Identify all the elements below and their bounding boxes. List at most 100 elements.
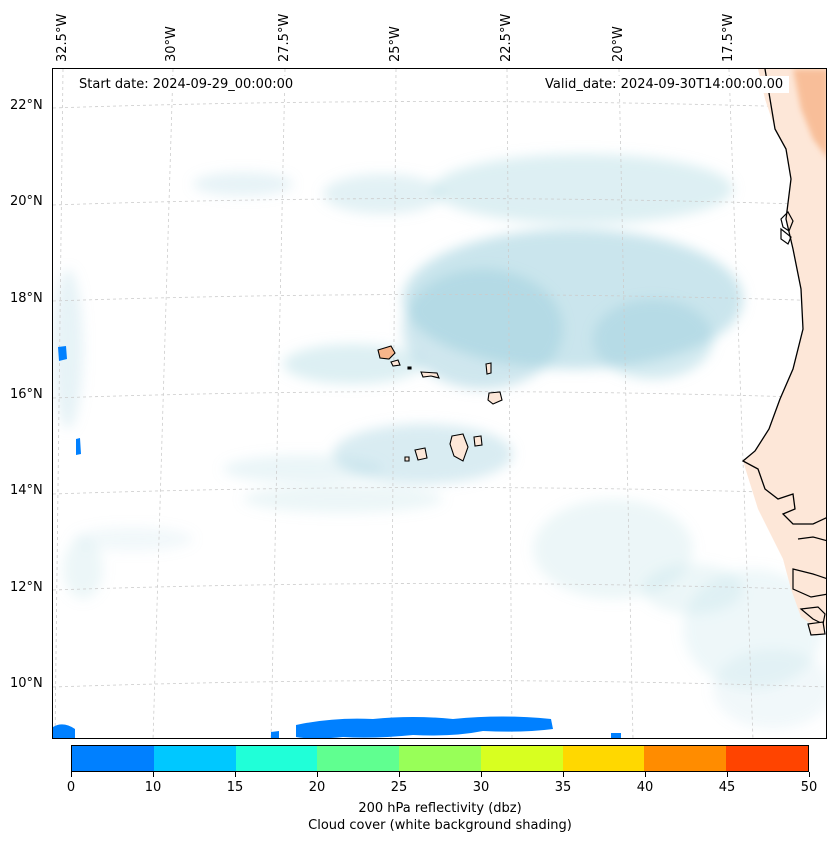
colorbar-tick-label: 45 (718, 780, 736, 795)
reflectivity-patch (58, 346, 67, 361)
reflectivity-patch (76, 438, 81, 455)
cloud-patch (713, 649, 826, 729)
colorbar-tick (152, 772, 154, 777)
colorbar-tick-label: 35 (554, 780, 572, 795)
island-maio (473, 435, 483, 447)
cloud-patch (403, 269, 563, 389)
colorbar-tick-label: 50 (800, 780, 818, 795)
reflectivity-patch (53, 724, 75, 738)
gridline-lat (53, 101, 826, 109)
lon-label-27-5w: 27.5°W (277, 13, 292, 62)
lon-label-32-5w: 32.5°W (55, 13, 70, 62)
gridline-lat (53, 294, 826, 302)
lon-label-22-5w: 22.5°W (499, 13, 514, 62)
colorbar-subtitle: Cloud cover (white background shading) (308, 818, 572, 833)
cape-verde-islands (377, 345, 503, 462)
gridline-lon (506, 69, 513, 738)
colorbar-tick (808, 772, 810, 777)
colorbar-title: 200 hPa reflectivity (dbz) (358, 801, 522, 816)
coastline-islands (799, 606, 826, 625)
lat-label-16n: 16°N (10, 387, 43, 402)
island-sal (485, 362, 492, 375)
land-shading (743, 69, 826, 629)
reflectivity-patch (296, 716, 553, 738)
lat-label-12n: 12°N (10, 580, 43, 595)
gridline-lat (53, 583, 826, 591)
map-panel (52, 68, 827, 739)
colorbar-segment (399, 746, 481, 771)
gridline-lat (53, 391, 826, 399)
africa-land (741, 69, 826, 636)
colorbar-segment (562, 746, 645, 771)
gridline-lon (728, 69, 754, 738)
colorbar-tick-label: 30 (472, 780, 490, 795)
colorbar-tick (644, 772, 646, 777)
colorbar-segment (72, 746, 154, 771)
gridline-lon (152, 69, 174, 738)
colorbar-tick-label: 10 (144, 780, 162, 795)
cloud-patch (243, 485, 443, 513)
colorbar-segment (153, 746, 236, 771)
land-warm-patch (793, 69, 826, 157)
lon-label-25w: 25°W (388, 26, 403, 62)
colorbar-segment (317, 746, 400, 771)
colorbar-tick (234, 772, 236, 777)
cloud-patch (593, 299, 713, 379)
cloud-patch (73, 527, 193, 551)
island-santo-antao (377, 345, 396, 360)
colorbar-tick-label: 25 (390, 780, 408, 795)
colorbar-tick-label: 20 (308, 780, 326, 795)
gridline-lon (54, 69, 64, 738)
colorbar-tick (316, 772, 318, 777)
gridline-lon (270, 69, 286, 738)
lat-label-10n: 10°N (10, 676, 43, 691)
start-date-label: Start date: 2024-09-29_00:00:00 (73, 76, 300, 93)
lat-label-18n: 18°N (10, 291, 43, 306)
reflectivity-patch (271, 731, 279, 738)
colorbar-tick (726, 772, 728, 777)
lat-label-14n: 14°N (10, 483, 43, 498)
colorbar-tick (398, 772, 400, 777)
lon-label-20w: 20°W (611, 26, 626, 62)
cloud-patch (223, 455, 383, 483)
colorbar-tick (480, 772, 482, 777)
colorbar (71, 745, 809, 772)
colorbar-segment (480, 746, 563, 771)
cloud-patch (283, 344, 423, 384)
gridline-lon (390, 69, 397, 738)
coastline-inlet (780, 227, 792, 245)
map-canvas (53, 69, 826, 738)
colorbar-tick-label: 40 (636, 780, 654, 795)
coastline (797, 536, 826, 542)
cloud-patch (433, 154, 733, 224)
lon-label-30w: 30°W (164, 26, 179, 62)
lat-label-22n: 22°N (10, 98, 43, 113)
coastline-inlet (780, 211, 794, 232)
cloud-cover-layer (53, 154, 826, 729)
gridline-lat (53, 487, 826, 495)
gridline-lat (53, 680, 826, 688)
island-santa-luzia (407, 366, 412, 370)
lon-label-17-5w: 17.5°W (721, 13, 736, 62)
colorbar-tick-label: 0 (66, 780, 76, 795)
island-boa-vista (487, 391, 503, 405)
gridline-lon (618, 69, 634, 738)
lat-label-20n: 20°N (10, 194, 43, 209)
colorbar-segment (644, 746, 727, 771)
island-fogo (414, 447, 428, 461)
island-santiago (449, 433, 469, 462)
coastline-islands (807, 621, 826, 636)
island-sao-vicente (390, 359, 401, 367)
cloud-patch (643, 564, 743, 614)
coastline-guinea (792, 568, 826, 598)
reflectivity-patch (611, 733, 621, 738)
coastline (741, 69, 826, 525)
reflectivity-layer (53, 346, 621, 738)
cloud-patch (53, 269, 83, 429)
colorbar-tick-label: 15 (226, 780, 244, 795)
colorbar-tick (70, 772, 72, 777)
colorbar-segment (726, 746, 809, 771)
island-brava (404, 456, 410, 462)
gridlines (53, 69, 826, 738)
colorbar-tick (562, 772, 564, 777)
